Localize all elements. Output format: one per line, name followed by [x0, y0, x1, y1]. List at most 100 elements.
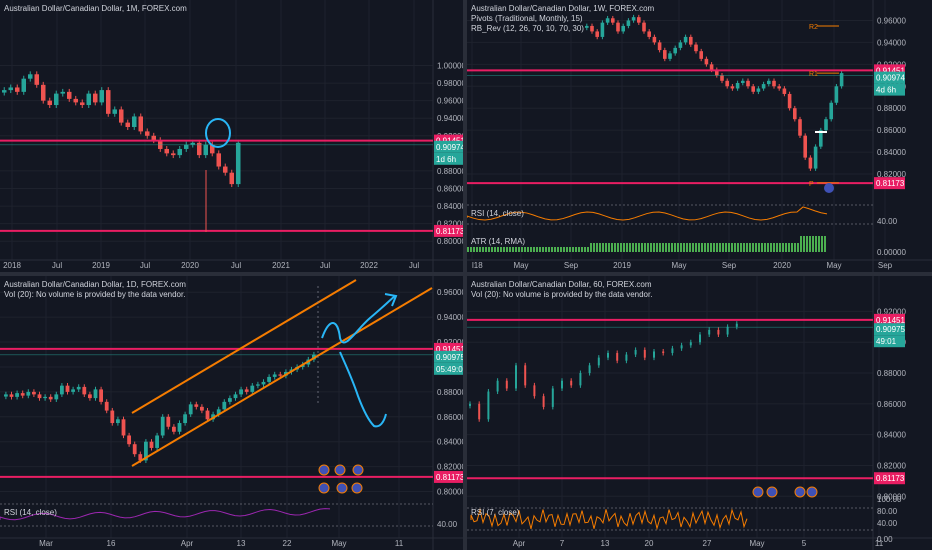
- candle: [756, 88, 761, 92]
- price-label-text: 0.81173: [876, 179, 905, 188]
- atr-bar: [734, 243, 736, 252]
- monthly-chart-svg[interactable]: 1.000000.980000.960000.940000.920000.880…: [0, 0, 463, 272]
- price-tick-label: 0.80000: [877, 492, 906, 501]
- price-tick-label: 0.92000: [437, 338, 463, 347]
- candle: [171, 153, 176, 156]
- monthly-chart-pane[interactable]: 1.000000.980000.960000.940000.920000.880…: [0, 0, 463, 272]
- price-label-box: [434, 362, 463, 375]
- weekly-chart-pane[interactable]: 0.960000.940000.920000.900000.880000.860…: [467, 0, 932, 272]
- price-label-box: [434, 224, 463, 237]
- atr-bar: [743, 243, 745, 252]
- atr-bar: [590, 243, 592, 252]
- price-label-text: 4d 6h: [876, 86, 896, 95]
- candle: [689, 36, 693, 45]
- price-tick-label: 0.92000: [877, 307, 906, 316]
- weekly-chart-svg[interactable]: 0.960000.940000.920000.900000.880000.860…: [467, 0, 932, 272]
- candle: [104, 401, 109, 411]
- candle: [67, 91, 72, 99]
- price-label-box: [434, 350, 463, 363]
- atr-bar: [548, 247, 550, 252]
- event-marker-icon: [824, 183, 834, 193]
- atr-bar: [479, 247, 481, 252]
- time-tick-label: 16: [107, 539, 116, 548]
- candle: [515, 365, 517, 389]
- candle: [637, 17, 641, 23]
- atr-bar: [482, 247, 484, 252]
- atr-bar: [794, 243, 796, 252]
- daily-rsi-label[interactable]: RSI (14, close): [4, 508, 57, 517]
- pivots-indicator-label[interactable]: Pivots (Traditional, Monthly, 15): [471, 14, 583, 23]
- hourly-volume-note[interactable]: Vol (20): No volume is provided by the d…: [471, 290, 653, 299]
- atr-bar: [755, 243, 757, 252]
- daily-volume-note[interactable]: Vol (20): No volume is provided by the d…: [4, 290, 186, 299]
- candle: [588, 365, 591, 374]
- pivot-label: P: [809, 181, 814, 188]
- candle: [671, 348, 674, 354]
- price-tick-label: 0.84000: [437, 438, 463, 447]
- candle: [798, 119, 802, 136]
- hourly-chart-pane[interactable]: 0.920000.900000.880000.860000.840000.820…: [467, 276, 932, 550]
- candle: [689, 342, 692, 346]
- price-label-text: 0.81173: [436, 473, 463, 482]
- candle: [634, 349, 637, 355]
- atr-bar: [665, 243, 667, 252]
- daily-chart-svg[interactable]: 0.960000.940000.920000.900000.880000.860…: [0, 276, 463, 550]
- atr-bar: [563, 247, 565, 252]
- atr-bar: [629, 243, 631, 252]
- time-tick-label: Jul: [140, 261, 150, 270]
- monthly-title: Australian Dollar/Canadian Dollar, 1M, F…: [4, 4, 187, 13]
- event-marker-icon: [334, 464, 346, 476]
- candle: [4, 394, 8, 397]
- candle: [144, 441, 148, 461]
- atr-bar: [788, 243, 790, 252]
- price-tick-label: 0.94000: [877, 38, 906, 47]
- time-tick-label: l18: [472, 261, 483, 270]
- candle: [626, 20, 631, 26]
- candle: [228, 398, 232, 402]
- candle: [829, 102, 833, 120]
- price-tick-label: 0.86000: [877, 400, 906, 409]
- daily-chart-pane[interactable]: 0.960000.940000.920000.900000.880000.860…: [0, 276, 463, 550]
- candle: [272, 374, 277, 377]
- hourly-rsi-label[interactable]: RSI (7, close): [471, 508, 520, 517]
- horizontal-pane-divider[interactable]: [0, 272, 932, 276]
- atr-bar: [680, 243, 682, 252]
- event-marker-icon: [352, 464, 364, 476]
- rb-rev-indicator-label[interactable]: RB_Rev (12, 26, 70, 10, 70, 30): [471, 24, 584, 33]
- candle: [60, 385, 64, 395]
- atr-bar: [791, 243, 793, 252]
- atr-bar: [776, 243, 778, 252]
- candle: [200, 406, 204, 411]
- rsi-tick-label: 40.00: [877, 519, 898, 528]
- atr-bar: [530, 247, 532, 252]
- price-label-box: [874, 335, 905, 348]
- atr-bar: [572, 247, 574, 252]
- atr-bar: [806, 236, 808, 252]
- candle: [621, 25, 625, 32]
- candle: [164, 148, 169, 154]
- time-tick-label: 11: [395, 539, 404, 548]
- candle: [803, 135, 807, 158]
- candle: [834, 86, 839, 103]
- atr-bar: [812, 236, 814, 252]
- candle: [643, 349, 646, 358]
- price-label-text: 49:01: [876, 337, 897, 346]
- atr-bar: [815, 236, 817, 252]
- price-label-text: 0.91451: [876, 66, 905, 75]
- price-label-text: 0.91451: [876, 316, 905, 325]
- candle: [80, 102, 85, 106]
- atr-bar: [758, 243, 760, 252]
- weekly-atr-label[interactable]: ATR (14, RMA): [471, 237, 526, 246]
- atr-bar: [647, 243, 649, 252]
- candle: [570, 380, 573, 386]
- atr-bar: [626, 243, 628, 252]
- weekly-rsi-label[interactable]: RSI (14, close): [471, 209, 524, 218]
- candle: [694, 44, 698, 52]
- candle: [132, 116, 137, 127]
- candle: [43, 396, 47, 399]
- candle: [652, 36, 657, 43]
- hourly-chart-svg[interactable]: 0.920000.900000.880000.860000.840000.820…: [467, 276, 932, 550]
- candle: [197, 142, 202, 156]
- candle: [533, 385, 536, 397]
- candle: [524, 365, 527, 386]
